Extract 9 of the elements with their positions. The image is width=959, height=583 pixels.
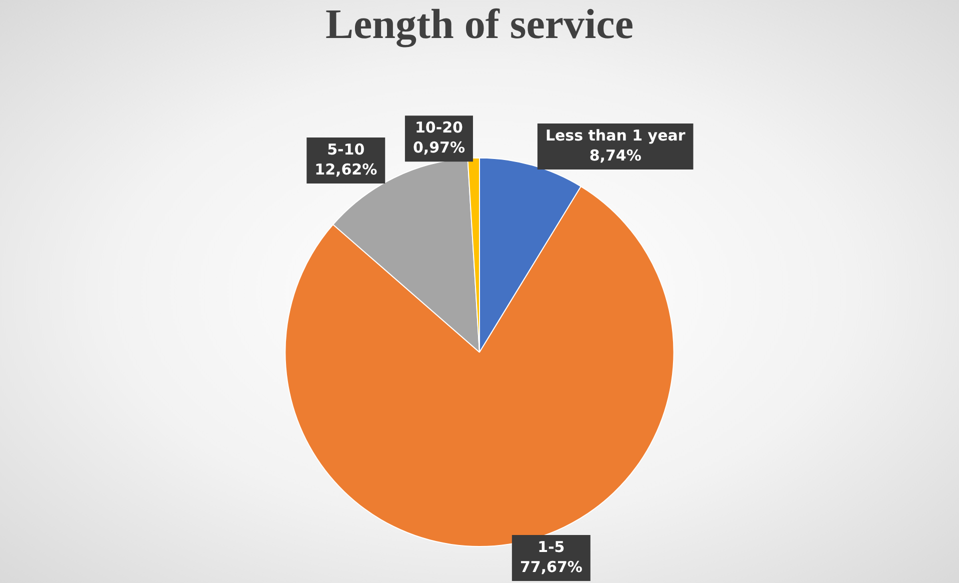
data-label: 12,62% xyxy=(314,160,378,178)
slice-label: Less than 1 year xyxy=(545,126,686,144)
data-label: 8,74% xyxy=(589,146,642,164)
data-label: 0,97% xyxy=(412,138,465,156)
slice-label: 5-10 xyxy=(327,140,365,158)
slice-label: 1-5 xyxy=(538,538,565,556)
data-label: 77,67% xyxy=(520,558,582,576)
chart-title: Length of service xyxy=(326,2,634,48)
slice-label: 10-20 xyxy=(414,118,463,136)
